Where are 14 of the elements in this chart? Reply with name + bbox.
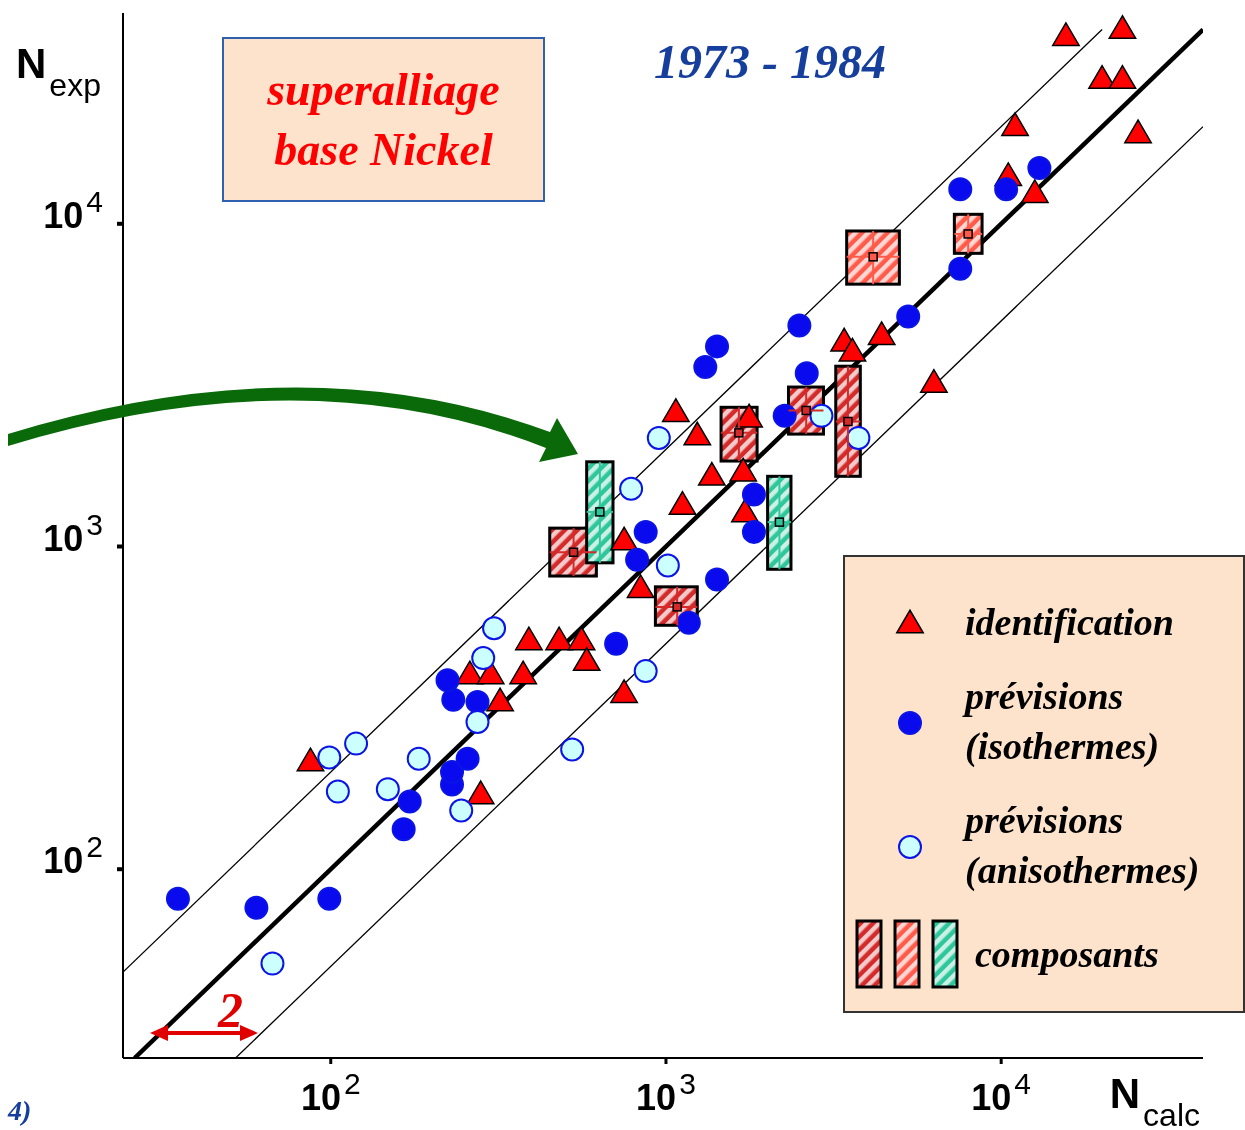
y-tick-label: 10$^{4}$	[43, 184, 103, 236]
annotation: superalliage base Nickel	[222, 37, 545, 202]
y-tick-label: 10$^{3}$	[43, 507, 103, 559]
text: 1973 - 1984	[654, 35, 886, 88]
x-axis-title: N$_{calc}$	[1109, 1070, 1200, 1130]
annotation: 2	[217, 982, 243, 1038]
text: 4)	[7, 1095, 32, 1126]
legend-label: composants	[975, 932, 1160, 977]
legend-label: identification	[965, 600, 1175, 645]
x-tick-label: 10$^{2}$	[300, 1066, 361, 1118]
y-tick-label: 10$^{2}$	[43, 829, 103, 882]
x-tick-label: 10$^{3}$	[636, 1066, 696, 1118]
x-tick-label: 10$^{4}$	[971, 1066, 1032, 1118]
y-axis-title: N$_{exp}$	[16, 40, 101, 103]
